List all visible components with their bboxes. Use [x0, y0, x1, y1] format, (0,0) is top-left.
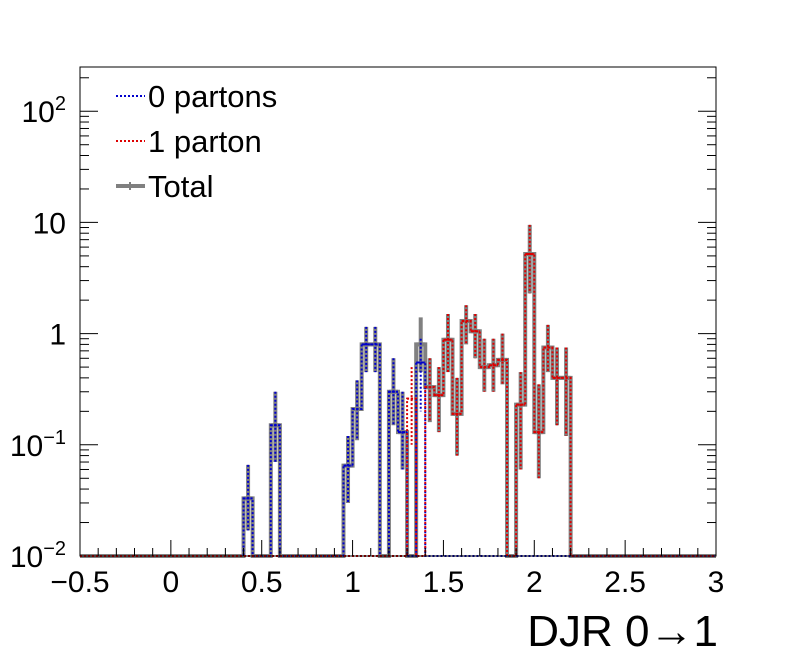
histogram-bin: [470, 314, 480, 359]
x-tick-label: 0: [163, 566, 180, 599]
histogram-bin: [398, 391, 408, 470]
x-axis-title: DJR 0→1: [527, 607, 718, 656]
histogram-bin: [416, 338, 426, 412]
legend-entry-1-parton: 1 parton: [116, 124, 262, 159]
histogram-bin: [516, 372, 526, 470]
histogram-bin: [407, 367, 417, 445]
y-tick-label: 102: [22, 93, 67, 129]
histogram-bin: [488, 338, 498, 392]
histogram-bin: [534, 384, 544, 479]
x-tick-label: 1.5: [423, 566, 465, 599]
legend: 0 partons 1 parton Total: [116, 79, 277, 204]
x-tick-label: 3: [708, 566, 725, 599]
x-tick-label: 0.5: [241, 566, 283, 599]
legend-label: Total: [148, 169, 213, 204]
tick-labels: −0.5 0 0.5 1 1.5 2 2.5 3 10−2 10−1 1 10 102: [10, 93, 725, 599]
histogram-bin: [443, 314, 453, 373]
legend-label: 0 partons: [148, 79, 277, 114]
y-tick-label: 10: [33, 207, 66, 240]
legend-label: 1 parton: [148, 124, 262, 159]
histogram-bin: [561, 347, 571, 437]
histogram-bin: [243, 464, 253, 531]
plot-frame: [79, 66, 717, 557]
legend-entry-total: Total: [116, 169, 213, 204]
histogram-bin: [525, 224, 535, 294]
histogram-bin: [388, 358, 398, 426]
y-tick-label: 10−1: [10, 427, 66, 463]
x-tick-label: −0.5: [50, 566, 109, 599]
histogram-bin: [270, 391, 280, 463]
histogram-bin: [434, 367, 444, 433]
x-tick-label: 1: [344, 566, 361, 599]
y-tick-label: 10−2: [10, 538, 66, 574]
histogram-bin: [461, 305, 471, 345]
histogram-bin: [343, 436, 353, 503]
legend-entry-0-partons: 0 partons: [116, 79, 277, 114]
histogram-bin: [543, 324, 553, 373]
y-tick-label: 1: [49, 319, 66, 352]
histogram-bin: [370, 326, 380, 373]
histogram-bin: [352, 380, 362, 441]
histogram-bin: [361, 326, 371, 373]
x-tick-label: 2: [526, 566, 543, 599]
histogram-bin: [479, 338, 489, 392]
axis-ticks: [79, 77, 717, 557]
histogram-bin: [497, 333, 508, 385]
x-tick-label: 2.5: [604, 566, 646, 599]
histogram-bin: [552, 347, 562, 426]
histogram-bin: [452, 377, 462, 456]
histogram-bin: [425, 358, 435, 423]
